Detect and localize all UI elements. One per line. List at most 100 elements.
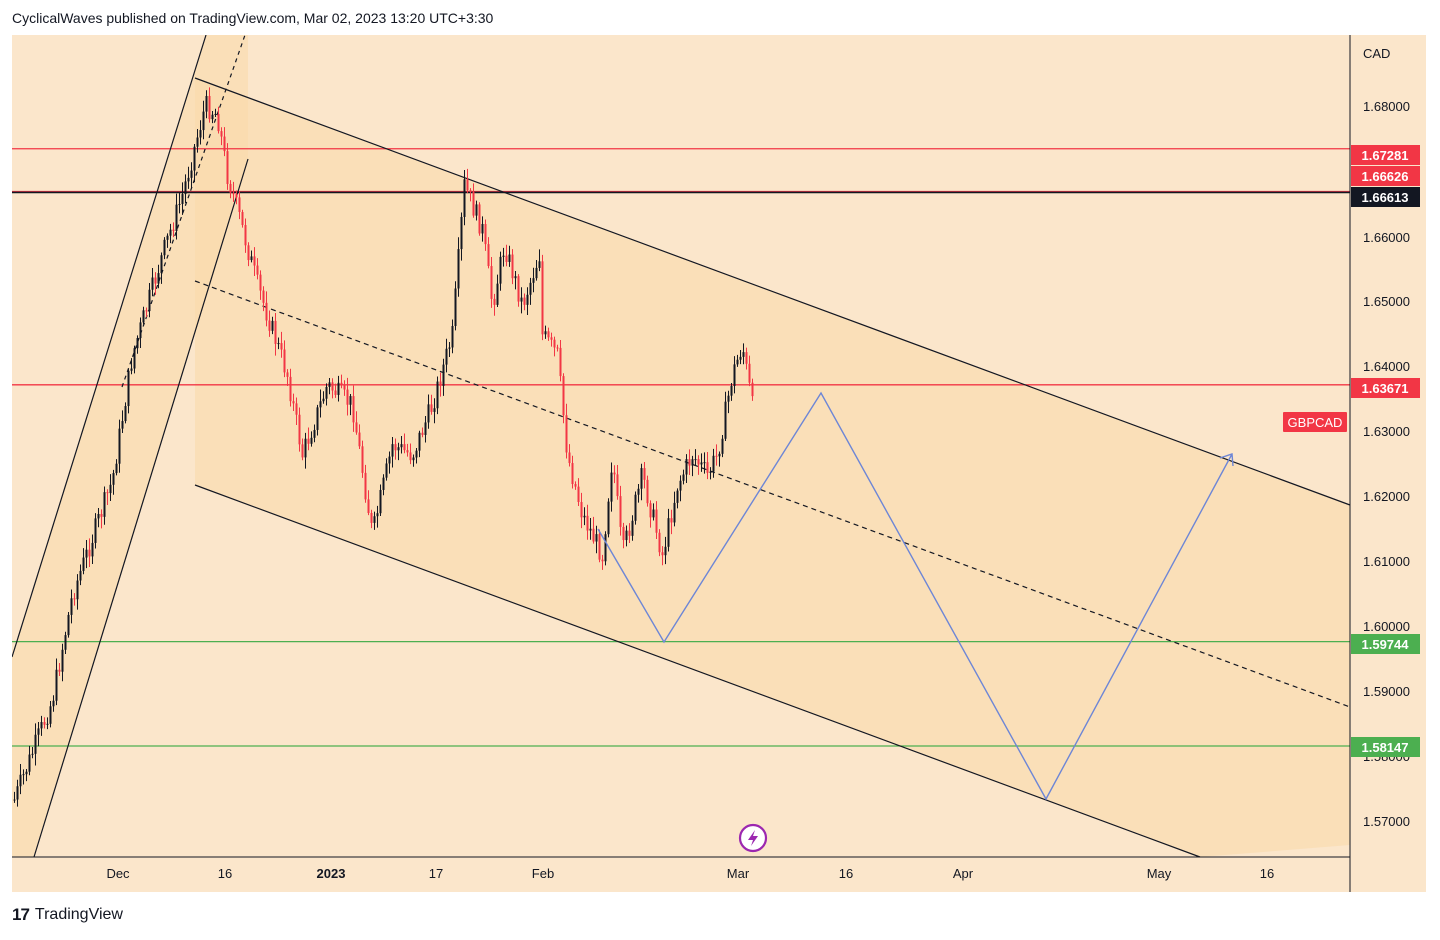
tradingview-logo-icon[interactable]: 17 (12, 905, 30, 924)
candle-body (334, 390, 337, 395)
candle-body (628, 530, 631, 536)
candle-body (577, 486, 580, 503)
candle-body (253, 256, 256, 266)
candle-body (457, 249, 460, 289)
candle-body (664, 546, 667, 556)
candle-body (145, 310, 148, 312)
candle-body (745, 352, 748, 364)
candle-body (232, 192, 235, 195)
candle-body (181, 194, 184, 204)
candle-body (265, 302, 268, 321)
candle-body (121, 421, 124, 429)
candle-body (610, 472, 613, 502)
level-label-bg-2 (1351, 187, 1420, 207)
candle-body (64, 635, 67, 650)
candle-body (247, 245, 250, 261)
candle-body (481, 223, 484, 234)
candle-body (751, 382, 754, 397)
candle-body (589, 528, 592, 531)
candle-body (208, 95, 211, 120)
candle-body (673, 502, 676, 523)
time-tick-label: 16 (839, 866, 853, 881)
time-tick-label: May (1147, 866, 1172, 881)
candle-body (349, 396, 352, 405)
candle-body (724, 401, 727, 439)
candle-body (319, 401, 322, 408)
candle-body (22, 774, 25, 776)
candle-body (676, 490, 679, 503)
candle-body (700, 462, 703, 465)
candle-body (511, 254, 514, 279)
candle-body (295, 403, 298, 415)
candle-body (622, 526, 625, 541)
candle-body (403, 444, 406, 451)
candle-body (223, 136, 226, 152)
level-label-bg-1 (1351, 166, 1420, 186)
candle-body (148, 289, 151, 312)
candle-body (553, 339, 556, 348)
candle-body (679, 480, 682, 491)
time-tick-label: Apr (953, 866, 974, 881)
candle-body (169, 229, 172, 236)
candle-body (661, 552, 664, 556)
candle-body (652, 509, 655, 518)
time-tick-label: Mar (727, 866, 750, 881)
candle-body (433, 408, 436, 412)
price-tick-label: 1.68000 (1363, 99, 1410, 114)
candle-body (199, 130, 202, 138)
candle-body (361, 446, 364, 473)
candle-body (175, 204, 178, 231)
candle-body (76, 580, 79, 600)
candle-body (307, 438, 310, 444)
candle-body (262, 290, 265, 303)
level-label-bg-0 (1351, 145, 1420, 165)
candle-body (475, 204, 478, 216)
candle-body (154, 277, 157, 284)
candle-body (172, 229, 175, 231)
candle-body (421, 432, 424, 435)
candle-body (631, 520, 634, 536)
candle-body (229, 183, 232, 193)
candle-body (28, 754, 31, 772)
candle-body (25, 771, 28, 775)
candle-body (238, 197, 241, 213)
candle-body (694, 459, 697, 461)
candle-body (16, 786, 19, 800)
time-tick-label: Feb (532, 866, 554, 881)
candle-body (277, 343, 280, 345)
candle-body (31, 753, 34, 755)
price-chart[interactable]: CAD 1.680001.660001.650001.640001.630001… (12, 35, 1426, 892)
candle-body (133, 348, 136, 369)
candle-body (580, 502, 583, 518)
candle-body (118, 428, 121, 464)
candle-body (739, 356, 742, 360)
chart-area[interactable]: CAD 1.68000 1.66000 1.65000 1.64000 1.63000 1… (12, 35, 1426, 892)
candle-body (352, 396, 355, 423)
candle-body (124, 406, 127, 422)
candle-body (280, 343, 283, 350)
tradingview-brand[interactable]: TradingView (34, 906, 123, 923)
candle-body (373, 516, 376, 523)
candle-body (520, 297, 523, 302)
candle-body (649, 503, 652, 518)
candle-body (658, 532, 661, 553)
candle-body (685, 459, 688, 475)
candle-body (706, 462, 709, 473)
candle-body (67, 614, 70, 636)
candle-body (346, 389, 349, 405)
level-label-3: 1.63671 (1362, 381, 1409, 396)
horizontal-levels (12, 148, 1350, 747)
candle-body (559, 347, 562, 377)
lightning-icon[interactable] (738, 823, 768, 853)
candle-body (85, 549, 88, 558)
level-label-bg-5 (1351, 737, 1420, 757)
candle-body (250, 256, 253, 261)
candle-body (448, 347, 451, 349)
candle-body (490, 266, 493, 299)
symbol-badge-label: GBPCAD (1288, 415, 1343, 430)
candle-body (115, 463, 118, 474)
candle-body (733, 364, 736, 386)
candle-body (400, 444, 403, 448)
candle-body (529, 282, 532, 295)
ascending-channel-median-line (121, 35, 246, 388)
